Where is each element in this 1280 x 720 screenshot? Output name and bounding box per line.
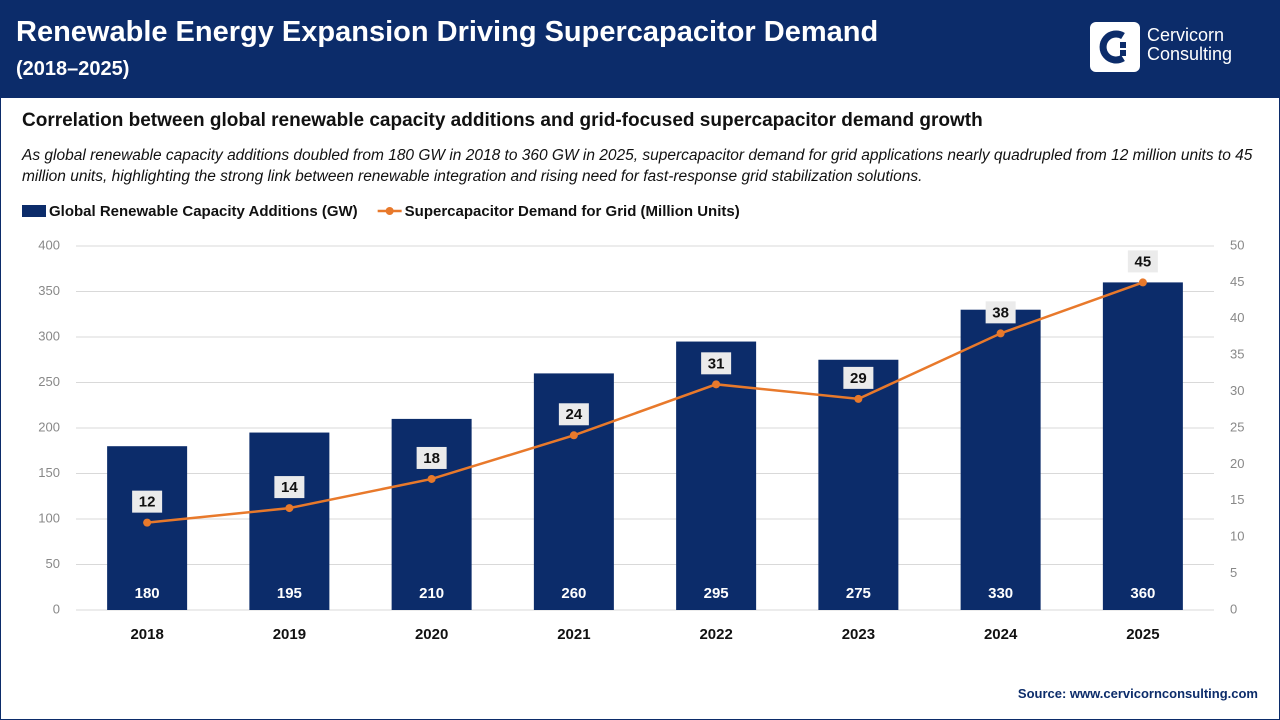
line-value-label: 12 [139,494,156,511]
x-tick-label: 2018 [130,626,163,643]
line-point [854,394,863,403]
line-value-label: 18 [423,450,440,467]
line-point [143,518,152,527]
y2-tick-label: 0 [1230,601,1237,616]
line-value-label: 45 [1135,253,1152,270]
y-tick-label: 400 [38,237,60,252]
y2-tick-label: 5 [1230,565,1237,580]
x-tick-label: 2020 [415,626,448,643]
x-tick-label: 2025 [1126,626,1159,643]
brand-line: Cervicorn [1147,25,1225,45]
label-box [1127,250,1158,273]
y2-tick-label: 40 [1230,310,1244,325]
label-box [416,446,447,469]
line-point [285,504,294,513]
line-value-label: 24 [566,406,583,423]
legend-label: Global Renewable Capacity Additions (GW) [49,203,358,220]
legend-swatch-dot [385,207,394,215]
label-box [843,366,874,389]
y-tick-label: 200 [38,419,60,434]
bar-value-label: 180 [135,585,160,602]
line-point [712,380,721,389]
y-tick-label: 100 [38,510,60,525]
logo [1090,22,1140,72]
logo-icon [1099,30,1126,64]
y2-tick-label: 20 [1230,456,1244,471]
y2-tick-label: 15 [1230,492,1244,507]
line-value-label: 29 [850,370,867,387]
bar-value-label: 295 [704,585,729,602]
brand: Cervicorn Consulting [1147,26,1232,64]
source: Source: www.cervicornconsulting.com [1017,686,1258,701]
y-tick-label: 350 [38,283,60,298]
bar-value-label: 195 [277,585,302,602]
line-point [569,431,578,440]
y-tick-label: 250 [38,374,60,389]
y2-tick-label: 10 [1230,529,1244,544]
line-point [1138,278,1147,287]
line-point [427,474,436,483]
legend-swatch [22,205,46,217]
y-tick-label: 0 [53,601,60,616]
bar-value-label: 260 [561,585,586,602]
x-tick-label: 2022 [699,626,732,643]
y2-tick-label: 25 [1230,419,1244,434]
line-value-label: 38 [992,304,1009,321]
title: Renewable Energy Expansion Driving Super… [16,16,879,48]
label-box [701,352,732,375]
label-box [985,301,1016,324]
label-box [274,476,305,499]
line [146,281,1144,524]
line-value-label: 31 [708,355,725,372]
chart-title: Correlation between global renewable cap… [22,110,983,131]
subtitle: (2018–2025) [16,58,130,80]
legend-label: Supercapacitor Demand for Grid (Million … [405,203,740,220]
bar-value-label: 275 [846,585,871,602]
chart-description: As global renewable capacity additions d… [22,147,1253,185]
x-tick-label: 2021 [557,626,590,643]
x-tick-label: 2024 [984,626,1018,643]
bar [960,309,1041,610]
label-box [132,490,163,513]
bar-value-label: 330 [988,585,1013,602]
x-tick-label: 2023 [842,626,875,643]
y-tick-label: 150 [38,465,60,480]
y-tick-label: 50 [46,556,60,571]
bar-value-label: 210 [419,585,444,602]
line-point [996,329,1005,338]
header: Renewable Energy Expansion Driving Super… [0,0,1280,98]
line-value-label: 14 [281,479,298,496]
y2-tick-label: 50 [1230,237,1244,252]
bar [1102,282,1183,610]
y2-tick-label: 30 [1230,383,1244,398]
bar-value-label: 360 [1130,585,1155,602]
y2-tick-label: 35 [1230,347,1244,362]
y-tick-label: 300 [38,328,60,343]
bar [107,446,188,610]
y2-tick-label: 45 [1230,274,1244,289]
label-box [558,403,589,426]
bar [249,432,330,610]
brand-line: Consulting [1147,44,1233,64]
x-tick-label: 2019 [273,626,306,643]
